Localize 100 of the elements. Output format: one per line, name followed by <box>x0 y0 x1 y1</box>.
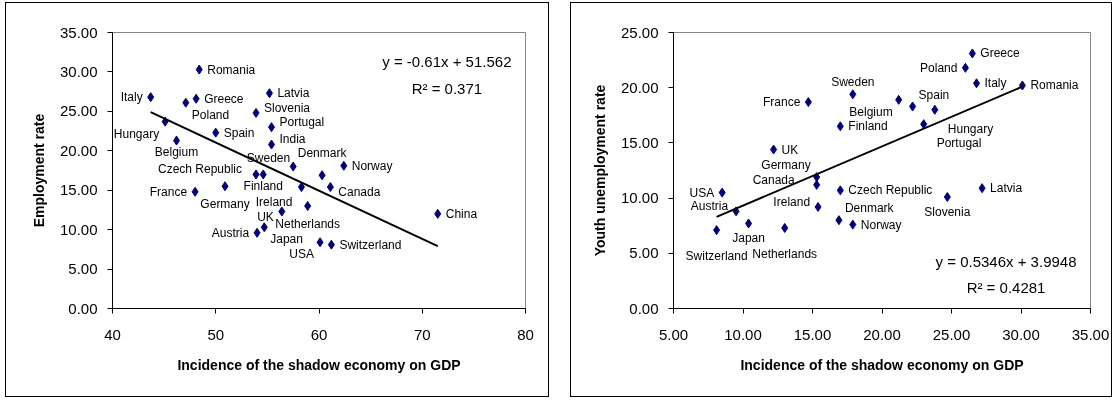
data-label: Latvia <box>990 181 1023 196</box>
data-label: Canada <box>752 172 795 187</box>
point <box>836 185 844 196</box>
y-tick-label: 5.00 <box>68 260 98 278</box>
x-tick-label: 15.00 <box>793 325 832 343</box>
point <box>849 89 857 100</box>
point <box>191 186 199 197</box>
point <box>804 97 812 108</box>
point <box>909 101 917 112</box>
point <box>770 144 778 155</box>
point <box>713 225 721 236</box>
y-axis-title: Employment rate <box>30 113 47 228</box>
point <box>252 169 260 180</box>
x-tick-label: 5.00 <box>658 325 689 343</box>
point <box>318 170 326 181</box>
point <box>835 215 843 226</box>
data-label: Austria <box>690 199 729 214</box>
point <box>253 227 261 238</box>
data-label: Norway <box>351 158 393 173</box>
point <box>268 122 276 133</box>
y-tick-label: 0.00 <box>629 299 659 317</box>
data-label: Finland <box>243 179 283 194</box>
point <box>745 218 753 229</box>
data-label: Poland <box>191 107 230 122</box>
x-tick-label: 80 <box>517 325 534 343</box>
data-label: Italy <box>984 76 1007 91</box>
data-label: Denmark <box>297 146 348 161</box>
x-tick-label: 70 <box>413 325 431 343</box>
data-label: Denmark <box>844 201 895 216</box>
point <box>973 78 981 89</box>
data-label: China <box>445 206 478 221</box>
point <box>849 219 857 230</box>
y-tick-label: 10.00 <box>59 220 98 238</box>
point <box>434 208 442 219</box>
y-tick-label: 15.00 <box>620 133 659 151</box>
point <box>192 93 200 104</box>
data-label: Czech Republic <box>848 183 933 198</box>
y-tick-label: 5.00 <box>629 244 659 262</box>
data-label: Slovenia <box>924 204 971 219</box>
point <box>836 121 844 132</box>
y-tick-label: 10.00 <box>620 189 659 207</box>
point <box>895 94 903 105</box>
data-label: UK <box>257 209 274 224</box>
data-label: Sweden <box>831 75 875 90</box>
data-label: Portugal <box>936 136 982 151</box>
data-label: Spain <box>223 125 255 140</box>
point <box>931 104 939 115</box>
point <box>943 192 951 202</box>
data-label: Ireland <box>255 194 293 209</box>
point <box>326 182 334 193</box>
point <box>814 201 822 212</box>
data-label: Germany <box>761 158 811 173</box>
x-tick-label: 35.00 <box>1071 325 1110 343</box>
point <box>978 183 986 194</box>
x-tick-label: 25.00 <box>932 325 971 343</box>
point <box>297 182 305 193</box>
y-axis-title: Youth unemployment rate <box>591 84 608 257</box>
data-label: Norway <box>860 217 902 232</box>
point <box>316 237 324 248</box>
data-label: Netherlands <box>275 216 341 231</box>
data-label: Spain <box>918 87 950 102</box>
point <box>813 179 821 190</box>
x-tick-label: 50 <box>207 325 225 343</box>
y-tick-label: 35.00 <box>59 23 98 41</box>
data-label: Greece <box>204 91 244 106</box>
data-label: Finland <box>848 119 888 134</box>
point <box>268 139 276 150</box>
x-tick-label: 10.00 <box>724 325 762 343</box>
data-label: Ireland <box>773 194 811 209</box>
data-label: Italy <box>120 90 143 105</box>
point <box>195 64 203 75</box>
data-label: Austria <box>211 225 250 240</box>
data-label: Japan <box>270 232 303 247</box>
y-tick-label: 15.00 <box>59 181 98 199</box>
point <box>252 107 260 118</box>
data-label: Canada <box>338 185 381 200</box>
point <box>968 48 976 59</box>
annotation: y = 0.5346x + 3.9948 <box>935 252 1077 270</box>
point <box>173 135 181 146</box>
data-label: UK <box>781 142 799 157</box>
y-tick-label: 20.00 <box>59 141 98 159</box>
y-tick-label: 25.00 <box>59 102 98 120</box>
x-axis-title: Incidence of the shadow economy on GDP <box>177 356 461 373</box>
data-label: Romania <box>1030 78 1079 93</box>
data-label: Hungary <box>947 121 994 136</box>
data-label: Romania <box>207 62 256 77</box>
data-label: Netherlands <box>752 246 818 261</box>
data-label: France <box>762 95 801 110</box>
annotation: y = -0.61x + 51.562 <box>382 53 512 70</box>
data-label: Switzerland <box>339 237 402 252</box>
data-label: Czech Republic <box>157 162 243 177</box>
y-tick-label: 20.00 <box>620 78 659 96</box>
point <box>212 127 220 138</box>
data-label: Belgium <box>849 104 893 119</box>
data-label: Portugal <box>279 115 325 130</box>
data-label: Sweden <box>246 150 291 165</box>
point <box>221 181 229 192</box>
point <box>718 187 726 198</box>
data-label: USA <box>289 247 315 262</box>
point <box>961 62 969 73</box>
